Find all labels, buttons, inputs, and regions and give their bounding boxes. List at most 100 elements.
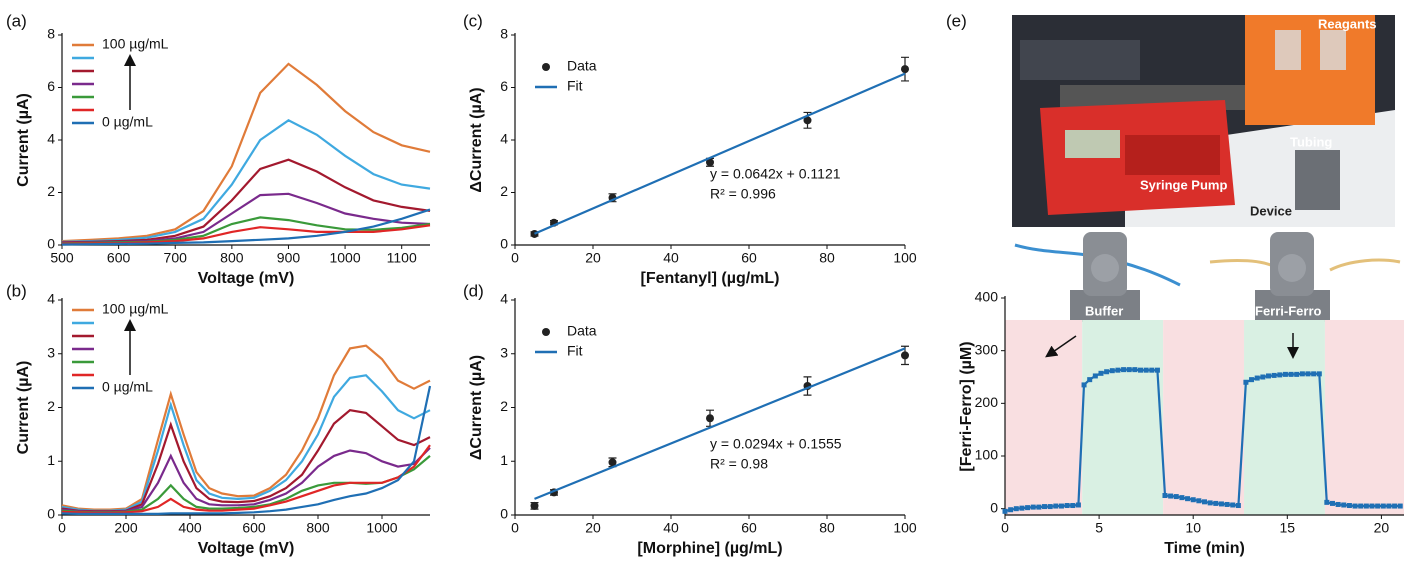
x-tick-label: 60 [741, 250, 757, 266]
data-point [1109, 368, 1115, 374]
y-tick-label: 100 [975, 447, 999, 463]
y-tick-label: 2 [500, 183, 508, 199]
data-point [1299, 371, 1305, 377]
data-point [1324, 499, 1330, 505]
data-point [1121, 367, 1127, 373]
data-point [901, 65, 909, 74]
device-photos [1014, 232, 1401, 322]
legend-swatch [542, 328, 550, 336]
legend-label: 100 µg/mL [102, 36, 169, 52]
y-tick-label: 0 [500, 506, 508, 522]
y-tick-label: 0 [990, 499, 998, 515]
data-point [1002, 508, 1008, 514]
data-point [901, 351, 909, 360]
shaded-region [1163, 320, 1245, 515]
x-tick-label: 900 [277, 250, 301, 266]
data-point [1053, 503, 1059, 509]
x-axis-label: [Fentanyl] (µg/mL) [641, 270, 780, 287]
data-point [1087, 377, 1093, 383]
panel-e: 0 100 200 300 400 0 5 10 15 20 Time (min) [Ferri-Fe… [958, 289, 1404, 557]
y-tick-label: 0 [47, 236, 55, 252]
x-tick-label: 400 [178, 520, 202, 536]
data-point [1132, 367, 1138, 373]
data-point [1386, 503, 1392, 509]
y-tick-label: 3 [47, 344, 55, 360]
photo-label: Syringe Pump [1140, 177, 1227, 192]
annotation: y = 0.0642x + 0.1121 [710, 166, 841, 182]
y-tick-label: 400 [975, 289, 999, 305]
data-point [1025, 505, 1031, 511]
data-point [1126, 367, 1132, 373]
data-point [1081, 382, 1087, 388]
data-point [1104, 369, 1110, 375]
x-tick-label: 20 [585, 250, 601, 266]
legend-label: 0 µg/mL [102, 379, 153, 395]
x-tick-label: 100 [893, 250, 917, 266]
y-tick-label: 2 [47, 398, 55, 414]
data-point [1207, 500, 1213, 506]
y-tick-label: 200 [975, 394, 999, 410]
data-point [1260, 374, 1266, 380]
data-point [1149, 367, 1155, 373]
data-point [1013, 506, 1019, 512]
data-point [1224, 501, 1230, 507]
photo-label: Device [1250, 203, 1292, 218]
data-point [1154, 367, 1160, 373]
x-tick-label: 20 [1374, 520, 1390, 536]
y-tick-label: 0 [500, 236, 508, 252]
x-axis-label: Time (min) [1164, 540, 1245, 557]
data-point [1375, 503, 1381, 509]
y-tick-label: 2 [500, 398, 508, 414]
photo-label: Reagants [1318, 16, 1377, 31]
data-point [1369, 503, 1375, 509]
y-axis-label: Current (µA) [15, 93, 32, 187]
data-point [1254, 375, 1260, 381]
data-point [1008, 507, 1014, 513]
data-point [1168, 493, 1174, 499]
data-point [706, 158, 714, 167]
x-tick-label: 800 [220, 250, 244, 266]
x-tick-label: 600 [242, 520, 266, 536]
panel-label: (c) [463, 11, 483, 30]
data-point [1335, 501, 1341, 507]
data-point [1277, 372, 1283, 378]
series-line [61, 62, 431, 243]
y-tick-label: 4 [47, 291, 55, 307]
photo-label: Buffer [1085, 303, 1123, 318]
data-point [1196, 498, 1202, 504]
panel-label: (d) [463, 281, 484, 300]
shaded-region [1082, 320, 1164, 515]
photo-label: Ferri-Ferro [1255, 303, 1322, 318]
data-point [1098, 370, 1104, 376]
y-axis-label: ΔCurrent (µA) [468, 355, 485, 460]
data-point [1282, 371, 1288, 377]
data-point [1358, 503, 1364, 509]
series-line [61, 444, 431, 514]
data-point [1190, 497, 1196, 503]
data-point [1075, 502, 1081, 508]
annotation: y = 0.0294x + 0.1555 [710, 436, 842, 452]
data-point [1352, 503, 1358, 509]
series-line [534, 72, 906, 235]
y-axis-label: [Ferri-Ferro] (µM) [958, 341, 975, 471]
photo-label: Tubing [1290, 134, 1332, 149]
legend-swatch [542, 63, 550, 71]
data-point [1329, 500, 1335, 506]
data-point [608, 458, 617, 467]
x-axis-label: Voltage (mV) [198, 540, 295, 557]
y-tick-label: 4 [500, 131, 508, 147]
data-point [1288, 371, 1294, 377]
data-point [1042, 504, 1048, 510]
x-tick-label: 700 [164, 250, 188, 266]
data-point [1179, 495, 1185, 501]
data-point [1115, 367, 1121, 373]
legend-label: 0 µg/mL [102, 114, 153, 130]
data-point [1218, 501, 1224, 507]
data-point [803, 116, 812, 125]
data-point [1173, 494, 1179, 500]
data-point [1265, 373, 1271, 379]
legend-label: Fit [567, 343, 583, 359]
y-tick-label: 8 [500, 26, 508, 42]
data-point [1311, 371, 1317, 377]
y-tick-label: 8 [47, 26, 55, 42]
